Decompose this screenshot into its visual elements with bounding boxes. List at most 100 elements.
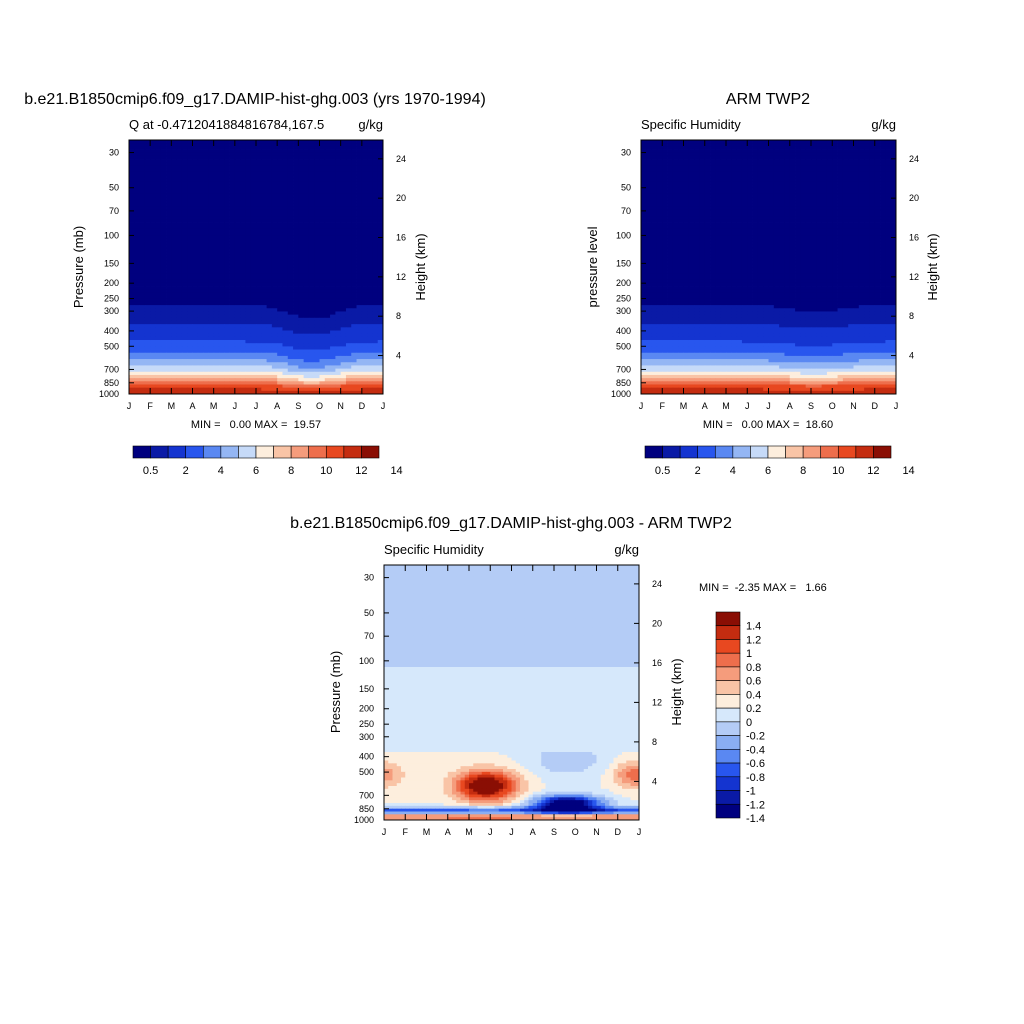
- field-cell: [266, 143, 273, 147]
- field-cell: [351, 203, 357, 208]
- x-tick-label: A: [189, 401, 195, 411]
- field-cell: [129, 254, 135, 258]
- field-cell: [324, 359, 331, 363]
- field-cell: [356, 330, 363, 335]
- field-cell: [308, 257, 315, 262]
- field-cell: [266, 162, 273, 166]
- field-cell: [176, 206, 183, 211]
- field-cell: [662, 181, 668, 185]
- field-cell: [187, 149, 193, 154]
- field-cell: [282, 149, 289, 154]
- field-cell: [250, 171, 257, 176]
- field-cell: [293, 330, 299, 335]
- field-cell: [345, 384, 352, 389]
- field-cell: [166, 140, 172, 144]
- field-cell: [726, 140, 732, 144]
- field-cell: [155, 330, 162, 335]
- field-cell: [197, 273, 204, 277]
- field-cell: [155, 178, 162, 182]
- field-cell: [192, 200, 199, 204]
- field-cell: [361, 390, 368, 395]
- field-cell: [319, 171, 326, 176]
- field-cell: [134, 333, 140, 338]
- field-cell: [367, 159, 373, 163]
- field-cell: [826, 203, 833, 208]
- field-cell: [699, 146, 706, 150]
- field-cell: [848, 171, 854, 176]
- field-cell: [826, 193, 833, 198]
- field-cell: [129, 244, 135, 249]
- field-cell: [129, 327, 135, 331]
- field-cell: [890, 200, 897, 204]
- field-cell: [319, 162, 326, 166]
- field-cell: [356, 340, 363, 344]
- field-cell: [218, 165, 225, 169]
- field-cell: [330, 292, 336, 296]
- field-cell: [314, 387, 320, 392]
- field-cell: [795, 190, 801, 195]
- field-cell: [197, 168, 204, 173]
- field-cell: [250, 314, 257, 319]
- field-cell: [176, 187, 183, 192]
- field-cell: [234, 203, 241, 208]
- field-cell: [356, 276, 363, 281]
- field-cell: [282, 333, 289, 338]
- field-cell: [303, 235, 310, 239]
- field-cell: [287, 390, 294, 395]
- field-cell: [330, 241, 336, 246]
- field-cell: [277, 324, 283, 328]
- field-cell: [181, 146, 188, 150]
- field-cell: [144, 225, 151, 230]
- field-cell: [646, 143, 653, 147]
- field-cell: [319, 260, 326, 265]
- field-cell: [203, 165, 209, 169]
- field-cell: [171, 193, 178, 198]
- field-cell: [144, 301, 151, 306]
- field-cell: [134, 327, 140, 331]
- field-cell: [768, 206, 775, 211]
- field-cell: [150, 378, 156, 382]
- field-cell: [176, 355, 183, 360]
- field-cell: [150, 159, 156, 163]
- field-cell: [139, 162, 146, 166]
- field-cell: [303, 301, 310, 306]
- field-cell: [218, 203, 225, 208]
- field-cell: [789, 143, 796, 147]
- field-cell: [208, 143, 215, 147]
- field-cell: [203, 140, 209, 144]
- field-cell: [240, 371, 246, 376]
- field-cell: [277, 384, 283, 389]
- field-cell: [298, 279, 305, 284]
- field-cell: [330, 232, 336, 236]
- field-cell: [261, 171, 267, 176]
- field-cell: [187, 327, 193, 331]
- field-cell: [197, 352, 204, 357]
- field-cell: [134, 267, 140, 271]
- field-cell: [372, 159, 379, 163]
- field-cell: [192, 384, 199, 389]
- field-cell: [197, 190, 204, 195]
- field-cell: [160, 282, 167, 287]
- field-cell: [234, 333, 241, 338]
- field-cell: [293, 317, 299, 322]
- field-cell: [351, 346, 357, 350]
- field-cell: [672, 140, 679, 144]
- field-cell: [773, 165, 780, 169]
- field-cell: [160, 317, 167, 322]
- field-cell: [197, 260, 204, 265]
- field-cell: [688, 155, 695, 160]
- field-cell: [372, 340, 379, 344]
- field-cell: [181, 314, 188, 319]
- field-cell: [218, 314, 225, 319]
- field-cell: [144, 320, 151, 325]
- field-cell: [805, 203, 812, 208]
- field-cell: [277, 238, 283, 242]
- field-cell: [848, 174, 854, 179]
- field-cell: [192, 232, 199, 236]
- field-cell: [377, 301, 384, 306]
- field-cell: [345, 149, 352, 154]
- field-cell: [293, 263, 299, 268]
- field-cell: [234, 165, 241, 169]
- field-cell: [741, 197, 748, 201]
- field-cell: [720, 190, 727, 195]
